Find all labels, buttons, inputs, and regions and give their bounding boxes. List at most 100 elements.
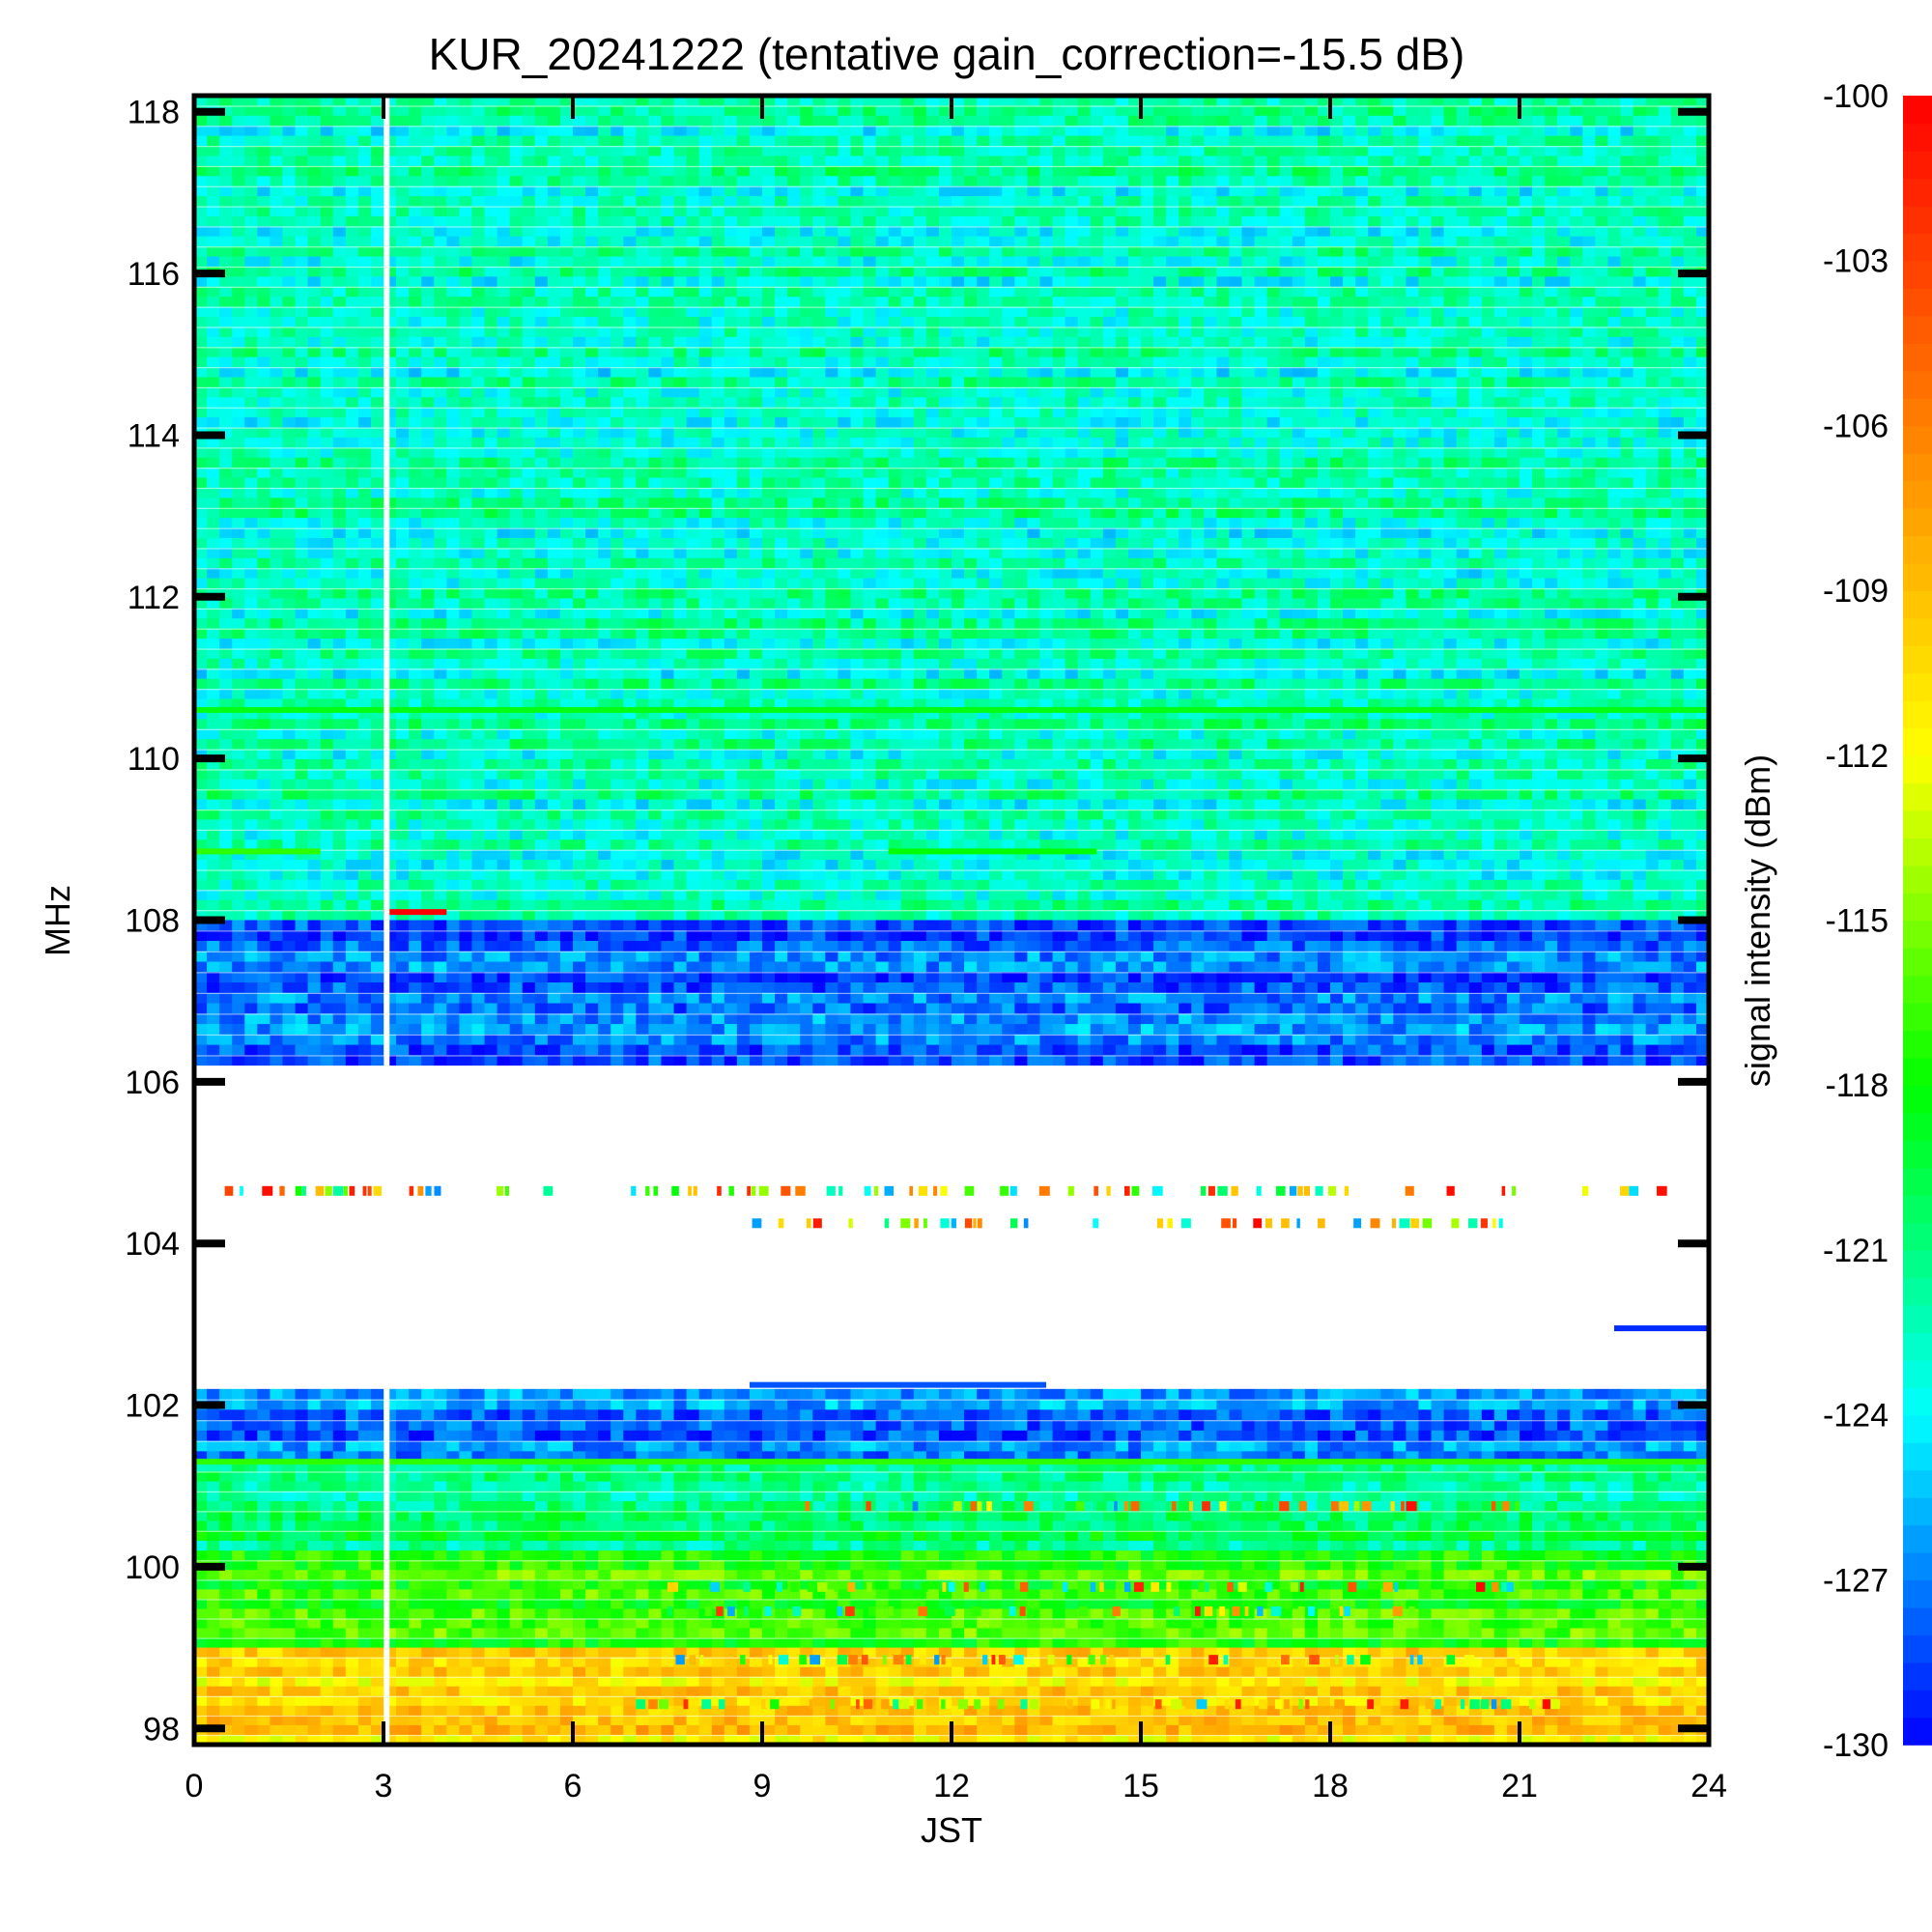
heatmap-cell bbox=[863, 96, 877, 107]
heatmap-cell bbox=[573, 427, 586, 439]
heatmap-cell bbox=[1292, 386, 1306, 398]
heatmap-cell bbox=[736, 447, 751, 459]
heatmap-cell bbox=[812, 327, 826, 338]
heatmap-cell bbox=[559, 286, 574, 298]
heatmap-cell bbox=[1683, 176, 1697, 187]
heatmap-cell bbox=[1052, 417, 1066, 429]
heatmap-cell bbox=[1418, 246, 1433, 258]
heatmap-cell bbox=[686, 196, 700, 208]
heatmap-cell bbox=[320, 266, 334, 277]
heatmap-cell bbox=[1493, 497, 1508, 509]
heatmap-cell bbox=[900, 115, 915, 127]
heatmap-cell bbox=[850, 397, 865, 409]
heatmap-cell bbox=[1102, 297, 1117, 308]
heatmap-cell bbox=[1266, 347, 1281, 358]
heatmap-cell bbox=[952, 226, 965, 238]
heatmap-cell bbox=[194, 246, 208, 258]
heatmap-cell bbox=[698, 266, 713, 277]
heatmap-cell bbox=[1431, 206, 1445, 217]
heatmap-cell bbox=[800, 447, 813, 459]
heatmap-cell bbox=[775, 135, 788, 147]
heatmap-cell bbox=[295, 185, 309, 197]
heatmap-cell bbox=[232, 126, 245, 137]
heatmap-cell bbox=[611, 367, 624, 379]
heatmap-cell bbox=[1330, 397, 1344, 409]
heatmap-cell bbox=[661, 377, 675, 388]
heatmap-cell bbox=[257, 236, 270, 247]
heatmap-cell bbox=[1153, 115, 1167, 127]
heatmap-cell bbox=[370, 236, 384, 247]
heatmap-cell bbox=[977, 266, 990, 277]
heatmap-cell bbox=[345, 356, 359, 368]
heatmap-cell bbox=[1683, 477, 1697, 489]
heatmap-cell bbox=[1241, 477, 1256, 489]
heatmap-cell bbox=[573, 377, 586, 388]
heatmap-cell bbox=[913, 135, 927, 147]
row-gap bbox=[194, 226, 1709, 228]
heatmap-cell bbox=[1052, 135, 1066, 147]
heatmap-cell bbox=[345, 316, 359, 327]
heatmap-cell bbox=[1343, 437, 1356, 448]
heatmap-cell bbox=[1216, 386, 1231, 398]
heatmap-cell bbox=[1027, 126, 1041, 137]
heatmap-cell bbox=[332, 447, 347, 459]
heatmap-cell bbox=[573, 156, 586, 167]
heatmap-cell bbox=[332, 347, 347, 358]
heatmap-cell bbox=[1545, 297, 1558, 308]
heatmap-cell bbox=[611, 427, 624, 439]
heatmap-cell bbox=[1102, 397, 1117, 409]
heatmap-cell bbox=[900, 215, 915, 227]
heatmap-cell bbox=[1027, 196, 1041, 208]
heatmap-cell bbox=[547, 165, 561, 177]
heatmap-cell bbox=[724, 156, 738, 167]
heatmap-cell bbox=[1493, 165, 1508, 177]
heatmap-cell bbox=[900, 246, 915, 258]
heatmap-cell bbox=[1468, 215, 1483, 227]
heatmap-cell bbox=[875, 276, 890, 288]
heatmap-cell bbox=[648, 196, 663, 208]
heatmap-cell bbox=[1002, 286, 1015, 298]
heatmap-cell bbox=[812, 437, 826, 448]
heatmap-cell bbox=[1254, 427, 1268, 439]
heatmap-cell bbox=[850, 477, 865, 489]
heatmap-cell bbox=[1545, 246, 1558, 258]
heatmap-cell bbox=[1039, 276, 1054, 288]
heatmap-cell bbox=[938, 468, 952, 479]
heatmap-cell bbox=[762, 427, 776, 439]
heatmap-cell bbox=[749, 256, 763, 268]
heatmap-cell bbox=[509, 447, 524, 459]
heatmap-cell bbox=[1557, 407, 1571, 418]
heatmap-cell bbox=[711, 297, 725, 308]
heatmap-cell bbox=[1266, 146, 1281, 157]
heatmap-cell bbox=[850, 226, 865, 238]
heatmap-cell bbox=[1418, 165, 1433, 177]
heatmap-cell bbox=[1090, 286, 1104, 298]
heatmap-cell bbox=[1216, 477, 1231, 489]
heatmap-cell bbox=[1520, 256, 1533, 268]
heatmap-cell bbox=[1002, 256, 1015, 268]
heatmap-cell bbox=[1532, 185, 1546, 197]
heatmap-cell bbox=[952, 236, 965, 247]
heatmap-cell bbox=[232, 135, 245, 147]
heatmap-cell bbox=[736, 437, 751, 448]
heatmap-cell bbox=[736, 427, 751, 439]
heatmap-cell bbox=[825, 156, 838, 167]
heatmap-cell bbox=[1418, 297, 1433, 308]
heatmap-cell bbox=[673, 115, 688, 127]
heatmap-cell bbox=[559, 397, 574, 409]
heatmap-cell bbox=[1254, 377, 1268, 388]
heatmap-cell bbox=[1595, 306, 1609, 318]
heatmap-cell bbox=[698, 507, 713, 519]
heatmap-cell bbox=[711, 126, 725, 137]
heatmap-cell bbox=[244, 115, 258, 127]
heatmap-cell bbox=[812, 427, 826, 439]
heatmap-cell bbox=[207, 246, 220, 258]
heatmap-cell bbox=[623, 477, 637, 489]
heatmap-cell bbox=[320, 316, 334, 327]
heatmap-cell bbox=[1493, 96, 1508, 107]
heatmap-cell bbox=[522, 497, 536, 509]
heatmap-cell bbox=[257, 96, 270, 107]
heatmap-cell bbox=[800, 146, 813, 157]
heatmap-cell bbox=[1570, 367, 1583, 379]
heatmap-cell bbox=[207, 367, 220, 379]
